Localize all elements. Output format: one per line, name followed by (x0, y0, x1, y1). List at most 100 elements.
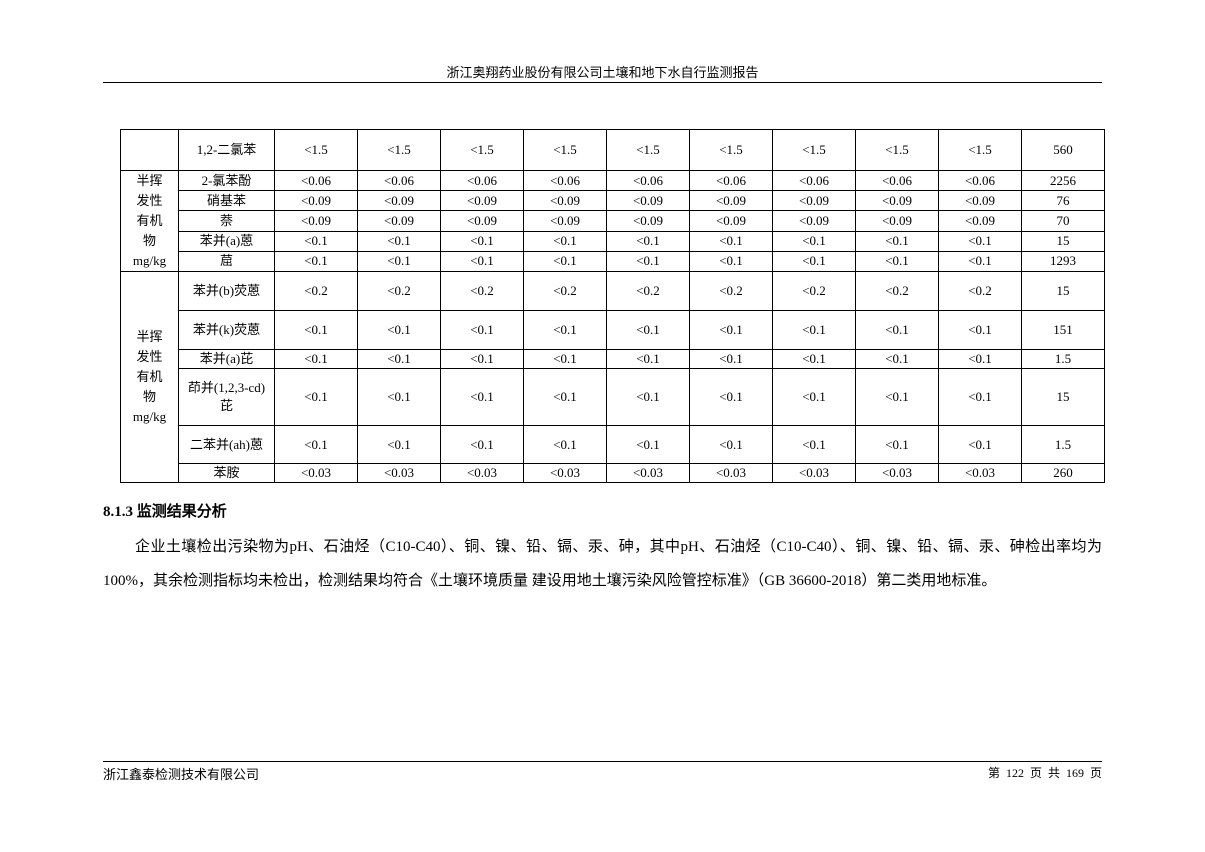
footer-company: 浙江鑫泰检测技术有限公司 (103, 767, 260, 782)
result-cell: <0.09 (772, 190, 856, 212)
result-cell: <0.1 (357, 368, 441, 426)
result-cell: <0.06 (523, 169, 607, 192)
result-cell: <0.1 (274, 425, 358, 464)
analyte-name: 苯胺 (178, 463, 275, 483)
result-cell: <0.1 (357, 250, 441, 273)
table-row: 半挥发性有机物mg/kg 2-氯苯酚 <0.06 <0.06 <0.06 <0.06 <0.… (120, 169, 1105, 272)
result-cell: <0.1 (440, 349, 524, 369)
result-cell: <0.09 (274, 210, 358, 232)
result-cell: <0.1 (938, 349, 1022, 369)
result-cell: <0.2 (938, 271, 1022, 311)
result-cell: <0.1 (938, 250, 1022, 273)
result-cell: <0.09 (523, 210, 607, 232)
standard-limit-cell: 70 (1021, 210, 1105, 232)
analyte-name: 苯并(a)蒽 (178, 230, 275, 252)
footer-divider (103, 761, 1102, 762)
result-cell: <0.1 (938, 368, 1022, 426)
result-cell: <1.5 (772, 129, 856, 171)
result-cell: <0.1 (357, 425, 441, 464)
standard-limit-cell: 260 (1021, 463, 1105, 483)
result-cell: <0.1 (523, 425, 607, 464)
table-row: 苯并(a)芘 <0.1 <0.1 <0.1 <0.1 <0.1 <0.1 <0.1 <0.1 <0… (121, 349, 1105, 369)
result-cell: <0.2 (772, 271, 856, 311)
result-cell: <0.2 (440, 271, 524, 311)
result-cell: <0.1 (772, 310, 856, 350)
standard-limit-cell: 1.5 (1021, 349, 1105, 369)
analyte-name: 1,2-二氯苯 (178, 129, 275, 171)
result-cell: <0.1 (855, 310, 939, 350)
standard-limit-cell: 560 (1021, 129, 1105, 171)
result-cell: <0.2 (357, 271, 441, 311)
table-row: 萘 <0.09 <0.09 <0.09 <0.09 <0.09 <0.09 <0.09 <0.0… (121, 210, 1105, 232)
section-heading: 8.1.3 监测结果分析 (103, 504, 227, 520)
result-cell: <0.1 (274, 230, 358, 252)
result-cell: <1.5 (855, 129, 939, 171)
result-cell: <0.06 (274, 169, 358, 192)
result-cell: <0.03 (357, 463, 441, 483)
result-cell: <0.09 (606, 210, 690, 232)
result-cell: <0.2 (274, 271, 358, 311)
result-cell: <1.5 (689, 129, 773, 171)
result-cell: <0.06 (606, 169, 690, 192)
result-cell: <0.03 (855, 463, 939, 483)
standard-limit-cell: 15 (1021, 271, 1105, 311)
result-cell: <1.5 (357, 129, 441, 171)
result-cell: <0.03 (938, 463, 1022, 483)
result-cell: <0.09 (440, 210, 524, 232)
result-cell: <0.1 (772, 230, 856, 252)
result-cell: <0.1 (606, 310, 690, 350)
result-cell: <0.1 (523, 250, 607, 273)
result-cell: <0.1 (855, 349, 939, 369)
table-row: 1,2-二氯苯 <1.5 <1.5 <1.5 <1.5 <1.5 <1.5 <1.5 <1.5 <… (120, 129, 1105, 171)
result-cell: <0.1 (357, 310, 441, 350)
table-row: 䓛 <0.1 <0.1 <0.1 <0.1 <0.1 <0.1 <0.1 <0.1 <0.1 129… (121, 250, 1105, 273)
category-cell: 半挥发性有机物mg/kg (120, 271, 179, 483)
result-cell: <0.1 (357, 230, 441, 252)
header-divider (103, 82, 1102, 83)
table-row: 苯并(k)荧蒽 <0.1 <0.1 <0.1 <0.1 <0.1 <0.1 <0.1 <0.1 <… (121, 310, 1105, 350)
result-cell: <0.03 (606, 463, 690, 483)
result-cell: <0.03 (274, 463, 358, 483)
table-row: 二苯并(ah)蒽 <0.1 <0.1 <0.1 <0.1 <0.1 <0.1 <0.1 <0.1… (121, 425, 1105, 464)
result-cell: <0.09 (772, 210, 856, 232)
result-cell: <0.1 (440, 230, 524, 252)
result-cell: <0.1 (772, 368, 856, 426)
result-cell: <0.09 (606, 190, 690, 212)
result-cell: <0.09 (440, 190, 524, 212)
analyte-name: 萘 (178, 210, 275, 232)
result-cell: <1.5 (938, 129, 1022, 171)
standard-limit-cell: 15 (1021, 368, 1105, 426)
result-cell: <0.1 (606, 368, 690, 426)
analyte-name: 二苯并(ah)蒽 (178, 425, 275, 464)
result-cell: <0.06 (440, 169, 524, 192)
result-cell: <0.1 (689, 230, 773, 252)
analyte-name: 2-氯苯酚 (178, 169, 275, 192)
result-cell: <0.1 (440, 425, 524, 464)
result-cell: <0.1 (440, 368, 524, 426)
result-cell: <0.06 (772, 169, 856, 192)
category-cell (120, 129, 179, 171)
result-cell: <0.09 (938, 210, 1022, 232)
page-header: 浙江奥翔药业股份有限公司土壤和地下水自行监测报告 (446, 65, 759, 80)
result-cell: <0.1 (938, 230, 1022, 252)
result-cell: <0.1 (523, 310, 607, 350)
result-cell: <0.1 (440, 250, 524, 273)
analyte-name: 茚并(1,2,3-cd)芘 (178, 368, 275, 426)
table-row: 茚并(1,2,3-cd)芘 <0.1 <0.1 <0.1 <0.1 <0.1 <0.1 <0.… (121, 368, 1105, 426)
result-cell: <1.5 (523, 129, 607, 171)
result-cell: <0.1 (357, 349, 441, 369)
analyte-name: 硝基苯 (178, 190, 275, 212)
result-cell: <0.1 (772, 425, 856, 464)
result-cell: <1.5 (274, 129, 358, 171)
standard-limit-cell: 1293 (1021, 250, 1105, 273)
result-cell: <0.2 (606, 271, 690, 311)
footer-page-number: 第 122 页 共 169 页 (987, 766, 1102, 780)
analyte-name: 苯并(a)芘 (178, 349, 275, 369)
section-paragraph: 企业土壤检出污染物为pH、石油烃（C10-C40）、铜、镍、铅、镉、汞、砷，其中… (103, 539, 1102, 589)
result-cell: <0.03 (440, 463, 524, 483)
result-cell: <0.2 (855, 271, 939, 311)
result-cell: <0.06 (357, 169, 441, 192)
result-cell: <0.09 (689, 210, 773, 232)
result-cell: <0.1 (274, 250, 358, 273)
result-cell: <0.1 (855, 368, 939, 426)
